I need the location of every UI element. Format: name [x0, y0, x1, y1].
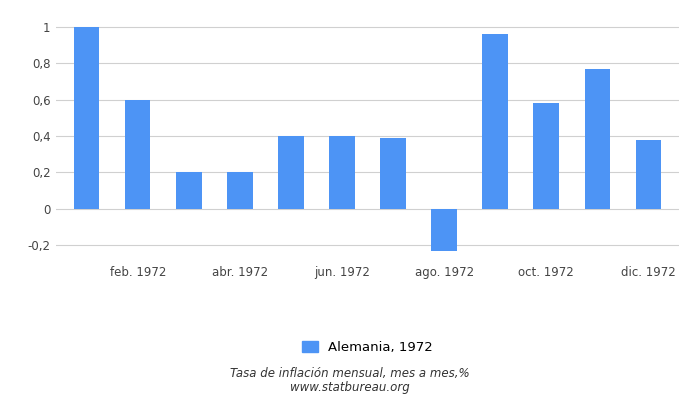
Bar — [584, 68, 610, 209]
Bar — [176, 172, 202, 209]
Bar — [636, 140, 661, 209]
Bar — [227, 172, 253, 209]
Bar — [329, 136, 355, 209]
Bar — [125, 100, 150, 209]
Bar — [533, 103, 559, 209]
Bar — [74, 26, 99, 209]
Legend: Alemania, 1972: Alemania, 1972 — [298, 337, 437, 358]
Bar — [482, 34, 508, 209]
Bar — [431, 209, 457, 251]
Text: www.statbureau.org: www.statbureau.org — [290, 382, 410, 394]
Bar — [380, 138, 406, 209]
Text: Tasa de inflación mensual, mes a mes,%: Tasa de inflación mensual, mes a mes,% — [230, 368, 470, 380]
Bar — [278, 136, 304, 209]
